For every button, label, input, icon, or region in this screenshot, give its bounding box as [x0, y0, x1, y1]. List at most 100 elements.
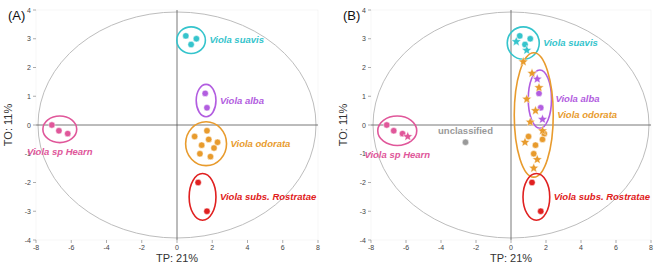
point: [539, 136, 545, 142]
x-tick: [212, 240, 213, 243]
x-tick: [406, 240, 407, 243]
group-label: Viola subs. Rostratae: [554, 191, 651, 202]
point: [183, 33, 189, 39]
y-tick-label: 0: [27, 122, 31, 129]
point: [197, 151, 203, 157]
group-label: unclassified: [438, 125, 493, 136]
figure: -8-6-4-202468-4-3-2-101234TP: 21%TO: 11%…: [0, 0, 663, 269]
y-tick-label: 1: [362, 93, 366, 100]
group-ellipse: [514, 53, 553, 177]
y-tick-label: 4: [362, 7, 366, 14]
group-label: Viola suavis: [209, 34, 264, 45]
y-tick-label: -3: [25, 208, 31, 215]
x-tick: [476, 240, 477, 243]
y-axis-line: [511, 10, 512, 240]
star-point: [538, 114, 548, 123]
x-axis-label: TP: 21%: [156, 252, 198, 264]
point: [462, 139, 468, 145]
star-point: [527, 68, 537, 77]
point: [204, 208, 210, 214]
point: [391, 128, 397, 134]
point: [198, 142, 204, 148]
x-tick: [71, 240, 72, 243]
star-point: [538, 126, 548, 135]
point: [531, 151, 537, 157]
point: [202, 90, 208, 96]
y-tick: [368, 182, 371, 183]
y-tick-label: 3: [362, 35, 366, 42]
x-tick: [318, 240, 319, 243]
panel-title: (A): [8, 8, 25, 23]
point: [527, 36, 533, 42]
x-tick-label: -8: [368, 244, 374, 251]
x-tick: [581, 240, 582, 243]
point: [211, 145, 217, 151]
group-label: Viola sp Hearn: [364, 149, 430, 160]
group-label: Viola alba: [220, 95, 264, 106]
y-tick-label: 2: [27, 64, 31, 71]
y-tick: [368, 96, 371, 97]
point: [538, 208, 544, 214]
y-tick-label: 3: [27, 35, 31, 42]
x-tick: [36, 240, 37, 243]
group-ellipse: [528, 70, 551, 128]
y-tick: [33, 10, 36, 11]
point: [195, 179, 201, 185]
group-ellipse: [177, 27, 206, 54]
group-label: Viola alba: [556, 93, 600, 104]
y-tick: [33, 125, 36, 126]
point: [384, 122, 390, 128]
point: [529, 179, 535, 185]
point: [525, 133, 531, 139]
y-tick: [368, 240, 371, 241]
y-tick-label: -4: [360, 237, 366, 244]
y-tick: [33, 96, 36, 97]
group-ellipse: [507, 27, 539, 59]
y-tick: [33, 38, 36, 39]
group-label: Viola subs. Rostratae: [220, 191, 317, 202]
x-tick: [177, 240, 178, 243]
group-ellipse: [196, 84, 216, 116]
y-tick-label: -2: [360, 179, 366, 186]
x-tick: [106, 240, 107, 243]
y-tick-label: -3: [360, 208, 366, 215]
x-tick: [441, 240, 442, 243]
y-tick: [368, 38, 371, 39]
point: [193, 36, 199, 42]
point: [517, 33, 523, 39]
x-axis-label: TP: 21%: [490, 252, 532, 264]
x-tick-label: 2: [544, 244, 548, 251]
point: [191, 133, 197, 139]
x-tick-label: -2: [473, 244, 479, 251]
x-tick-label: 2: [210, 244, 214, 251]
point: [214, 139, 220, 145]
group-label: Viola odorata: [231, 138, 291, 149]
star-point: [403, 132, 413, 141]
star-point: [522, 94, 532, 103]
x-tick: [511, 240, 512, 243]
x-tick-label: -4: [438, 244, 444, 251]
y-tick: [33, 67, 36, 68]
plot-frame: [36, 10, 318, 240]
panel: -8-6-4-202468-4-3-2-101234TP: 21%TO: 11%…: [2, 7, 320, 265]
x-tick-label: -6: [403, 244, 409, 251]
star-point: [534, 83, 544, 92]
x-tick-label: 6: [614, 244, 618, 251]
point: [65, 130, 71, 136]
y-tick-label: -4: [25, 237, 31, 244]
point: [207, 153, 213, 159]
point: [204, 128, 210, 134]
group-labels: Viola suavisViola albaViola odorataViola…: [364, 37, 650, 202]
star-point: [532, 155, 542, 164]
x-tick: [616, 240, 617, 243]
star-point: [518, 57, 528, 66]
marks: [43, 27, 227, 220]
point: [56, 128, 62, 134]
y-tick-label: 1: [27, 93, 31, 100]
y-tick-label: 0: [362, 122, 366, 129]
y-tick: [33, 240, 36, 241]
y-tick: [33, 211, 36, 212]
x-tick: [247, 240, 248, 243]
x-tick-label: 4: [246, 244, 250, 251]
x-tick-label: 0: [509, 244, 513, 251]
